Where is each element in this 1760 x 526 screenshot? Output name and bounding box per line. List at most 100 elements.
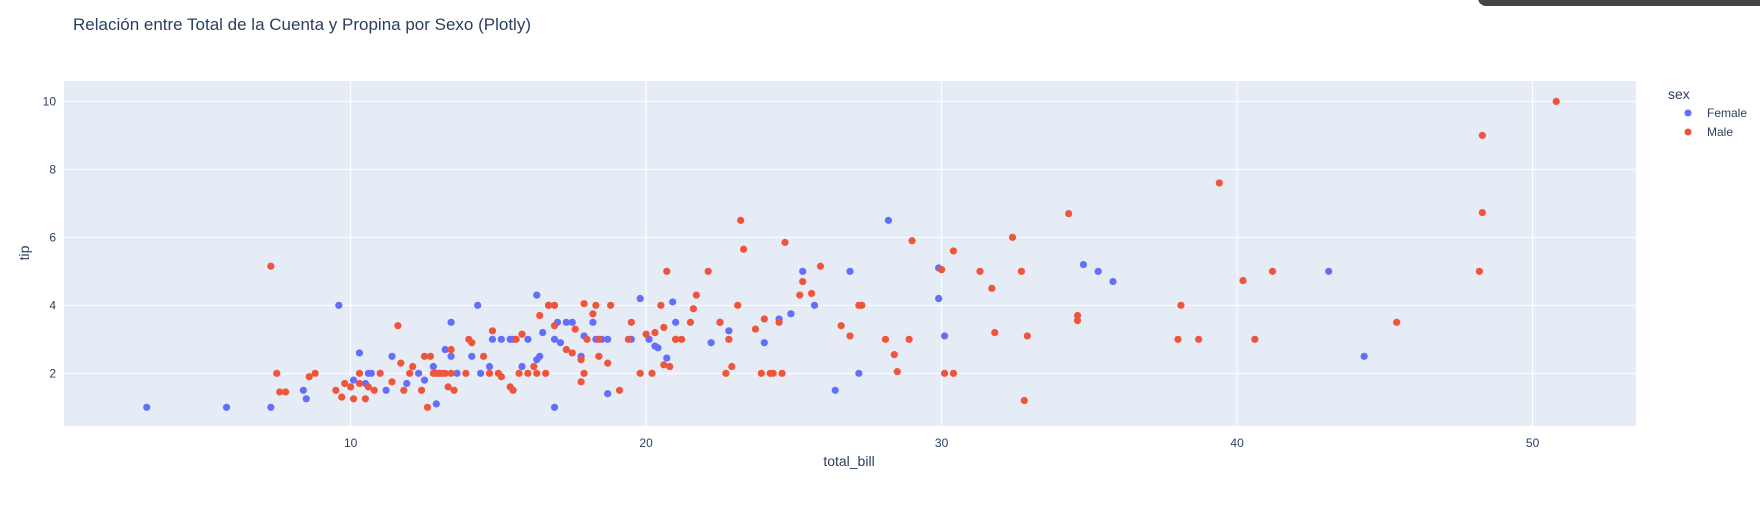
data-point-female[interactable] [654, 344, 662, 352]
data-point-male[interactable] [766, 369, 774, 377]
data-point-male[interactable] [1251, 335, 1259, 343]
data-point-male[interactable] [778, 369, 786, 377]
data-point-female[interactable] [672, 318, 680, 326]
data-point-female[interactable] [485, 362, 494, 371]
data-point-female[interactable] [884, 216, 893, 224]
data-point-male[interactable] [524, 369, 532, 377]
data-point-male[interactable] [858, 301, 866, 309]
data-point-male[interactable] [988, 284, 996, 292]
data-point-male[interactable] [734, 301, 742, 309]
data-point-male[interactable] [420, 352, 429, 360]
data-point-female[interactable] [364, 369, 372, 377]
data-point-female[interactable] [1094, 267, 1102, 275]
data-point-male[interactable] [361, 395, 369, 403]
data-point-female[interactable] [388, 352, 396, 360]
data-point-female[interactable] [846, 267, 854, 275]
data-point-male[interactable] [1174, 335, 1182, 343]
data-point-male[interactable] [672, 335, 680, 343]
data-point-male[interactable] [648, 369, 656, 377]
data-point-female[interactable] [707, 339, 715, 347]
data-point-male[interactable] [417, 386, 426, 394]
data-point-male[interactable] [550, 301, 559, 309]
data-point-male[interactable] [518, 330, 526, 338]
data-point-male[interactable] [400, 386, 408, 394]
data-point-male[interactable] [716, 318, 724, 326]
data-point-male[interactable] [542, 369, 550, 377]
data-point-female[interactable] [429, 362, 437, 371]
data-point-male[interactable] [545, 301, 553, 309]
data-point-female[interactable] [335, 301, 343, 309]
data-point-male[interactable] [338, 393, 346, 401]
data-point-male[interactable] [689, 305, 697, 313]
data-point-female[interactable] [1325, 267, 1333, 275]
data-point-female[interactable] [810, 301, 819, 309]
data-point-male[interactable] [447, 345, 455, 354]
data-point-male[interactable] [536, 311, 544, 320]
data-point-male[interactable] [1020, 396, 1028, 405]
data-point-male[interactable] [355, 369, 364, 377]
data-point-male[interactable] [592, 301, 600, 309]
data-point-female[interactable] [556, 339, 565, 347]
data-point-male[interactable] [751, 325, 760, 333]
data-point-male[interactable] [332, 386, 340, 394]
data-point-male[interactable] [450, 386, 458, 394]
data-point-female[interactable] [604, 335, 612, 343]
data-point-male[interactable] [615, 386, 624, 394]
data-point-male[interactable] [1017, 267, 1025, 275]
data-point-male[interactable] [940, 369, 949, 377]
data-point-male[interactable] [657, 301, 665, 309]
data-point-female[interactable] [760, 339, 768, 347]
data-point-male[interactable] [722, 369, 730, 377]
data-point-male[interactable] [1023, 332, 1031, 340]
data-point-female[interactable] [518, 362, 526, 371]
data-point-male[interactable] [488, 327, 497, 335]
data-point-male[interactable] [580, 300, 588, 308]
data-point-male[interactable] [580, 369, 588, 377]
data-point-male[interactable] [1215, 179, 1223, 187]
data-point-male[interactable] [677, 335, 686, 343]
data-point-female[interactable] [349, 376, 358, 384]
data-point-female[interactable] [299, 386, 307, 394]
data-point-male[interactable] [604, 359, 612, 367]
data-point-female[interactable] [539, 328, 547, 337]
data-point-male[interactable] [908, 237, 916, 245]
data-point-female[interactable] [447, 318, 455, 326]
data-point-female[interactable] [477, 369, 485, 377]
data-point-female[interactable] [524, 335, 532, 343]
data-point-male[interactable] [441, 369, 449, 377]
data-point-male[interactable] [568, 349, 576, 357]
data-point-male[interactable] [479, 352, 488, 360]
data-point-male[interactable] [370, 386, 378, 394]
data-point-male[interactable] [1073, 317, 1082, 325]
data-point-male[interactable] [444, 383, 452, 391]
data-point-male[interactable] [409, 362, 417, 371]
data-point-male[interactable] [468, 339, 476, 347]
data-point-female[interactable] [355, 349, 364, 357]
data-point-female[interactable] [432, 400, 440, 408]
modebar-toolbar[interactable] [1478, 0, 1760, 6]
data-point-male[interactable] [807, 289, 816, 298]
data-point-female[interactable] [787, 310, 795, 318]
data-point-male[interactable] [562, 345, 570, 354]
data-point-male[interactable] [1268, 267, 1277, 275]
data-point-male[interactable] [276, 388, 284, 396]
data-point-female[interactable] [414, 369, 423, 377]
data-point-male[interactable] [737, 216, 745, 224]
data-point-female[interactable] [468, 352, 476, 360]
data-point-male[interactable] [938, 266, 946, 274]
data-point-male[interactable] [589, 310, 597, 318]
data-point-male[interactable] [881, 335, 890, 343]
data-point-male[interactable] [757, 369, 765, 377]
data-point-male[interactable] [740, 245, 748, 253]
data-point-female[interactable] [447, 352, 455, 360]
data-point-male[interactable] [530, 362, 538, 371]
data-point-male[interactable] [905, 335, 913, 343]
data-point-female[interactable] [663, 354, 671, 362]
data-point-male[interactable] [660, 323, 668, 332]
data-point-male[interactable] [890, 351, 898, 359]
data-point-female[interactable] [382, 386, 390, 394]
data-point-female[interactable] [831, 386, 839, 394]
data-point-female[interactable] [550, 335, 559, 343]
data-point-female[interactable] [488, 335, 497, 343]
data-point-male[interactable] [406, 369, 414, 377]
